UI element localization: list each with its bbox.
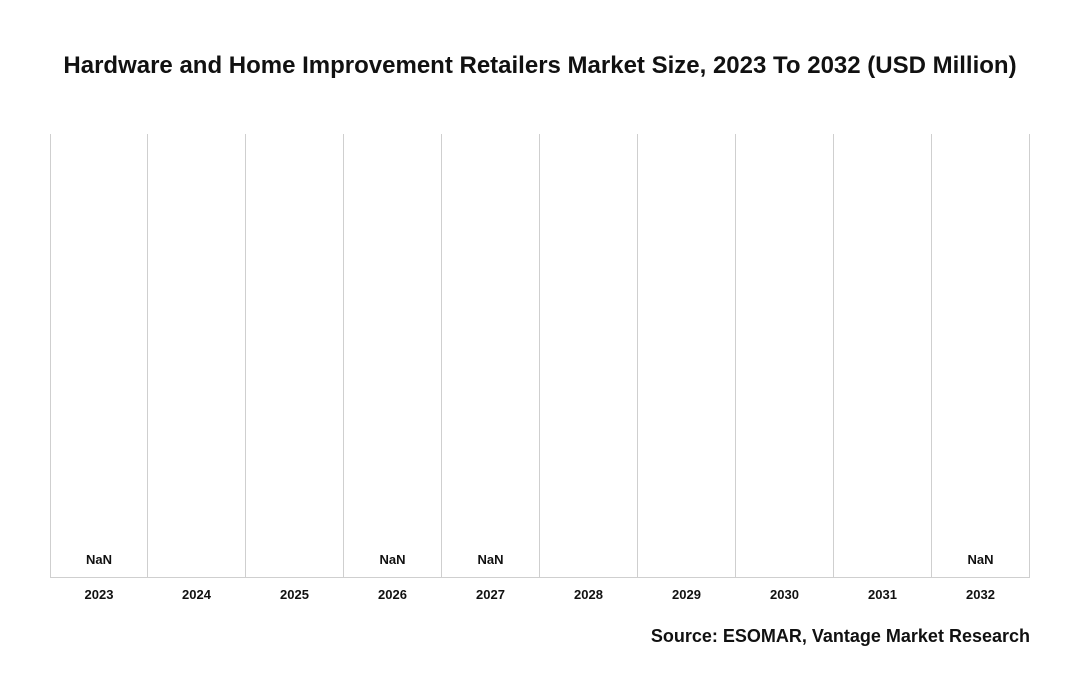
value-label: NaN <box>51 552 147 567</box>
tick-label: 2030 <box>736 587 833 602</box>
tick-label: 2028 <box>540 587 637 602</box>
category-6: 2029 <box>638 134 736 577</box>
category-7: 2030 <box>736 134 834 577</box>
value-label: NaN <box>442 552 539 567</box>
tick-label: 2026 <box>344 587 441 602</box>
tick-label: 2029 <box>638 587 735 602</box>
tick-label: 2031 <box>834 587 931 602</box>
category-5: 2028 <box>540 134 638 577</box>
category-1: 2024 <box>148 134 246 577</box>
tick-label: 2027 <box>442 587 539 602</box>
category-8: 2031 <box>834 134 932 577</box>
plot-area: NaN 2023 2024 2025 NaN 2026 NaN 2027 202… <box>50 134 1030 578</box>
category-4: NaN 2027 <box>442 134 540 577</box>
tick-label: 2025 <box>246 587 343 602</box>
category-9: NaN 2032 <box>932 134 1030 577</box>
tick-label: 2023 <box>51 587 147 602</box>
tick-label: 2032 <box>932 587 1029 602</box>
tick-label: 2024 <box>148 587 245 602</box>
value-label: NaN <box>932 552 1029 567</box>
category-2: 2025 <box>246 134 344 577</box>
chart-title: Hardware and Home Improvement Retailers … <box>50 52 1030 80</box>
chart-canvas: Hardware and Home Improvement Retailers … <box>0 0 1080 700</box>
value-label: NaN <box>344 552 441 567</box>
source-attribution: Source: ESOMAR, Vantage Market Research <box>651 626 1030 647</box>
category-3: NaN 2026 <box>344 134 442 577</box>
category-0: NaN 2023 <box>50 134 148 577</box>
